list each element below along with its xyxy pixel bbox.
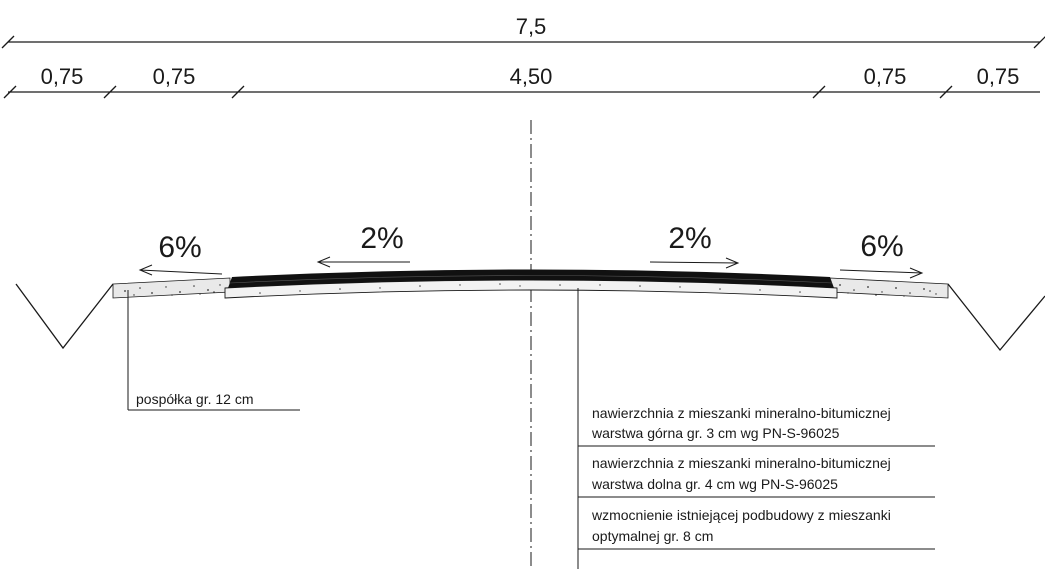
slope-arrow-line [649,261,739,264]
dimension-tick [1033,36,1045,49]
segment-label-carriageway: 4,50 [510,64,553,89]
top-layer-line-1: nawierzchnia z mieszanki mineralno-bitum… [592,405,891,421]
right-lane-slope: 2% [649,222,740,269]
dimension-tick [103,85,117,99]
total-width-label: 7,5 [516,14,547,39]
asphalt-layer-separator [229,275,833,284]
segment-label-left-shoulder: 0,75 [153,64,196,89]
arrowhead-icon [725,257,740,269]
arrowhead-icon [138,264,153,276]
dimension-tick [3,85,17,99]
base-reinforcement-line-2: optymalnej gr. 8 cm [592,528,713,544]
left-ditch [15,283,114,350]
left-shoulder-slope-label: 6% [158,231,201,264]
pavement-layers-callout: nawierzchnia z mieszanki mineralno-bitum… [577,288,935,569]
dimension-tick [1,35,15,49]
dimension-tick [812,85,826,99]
bottom-layer-line-1: nawierzchnia z mieszanki mineralno-bitum… [592,455,891,471]
left-lane-slope-label: 2% [360,222,403,255]
shoulder-material-label: pospółka gr. 12 cm [136,391,254,407]
segment-label-left-ditch: 0,75 [41,64,84,89]
segment-label-right-shoulder: 0,75 [864,64,907,89]
left-shoulder-slope: 6% [138,231,223,276]
top-layer-line-2: warstwa górna gr. 3 cm wg PN-S-96025 [591,425,840,441]
gravel-texture [124,284,937,297]
right-shoulder-gravel [829,277,949,299]
segment-label-right-ditch: 0,75 [977,64,1020,89]
base-layer-texture [259,283,801,294]
right-shoulder-slope-label: 6% [860,230,903,263]
arrowhead-icon [909,267,924,279]
dimension-tick [939,85,953,99]
slope-arrow-line [139,269,223,275]
right-ditch [947,283,1045,352]
dimension-tick [231,85,245,99]
base-reinforcement-line-1: wzmocnienie istniejącej podbudowy z mies… [591,507,891,523]
segment-dimensions: 0,75 0,75 4,50 0,75 0,75 [3,64,1040,99]
left-lane-slope: 2% [316,222,410,268]
shoulder-material-callout: pospółka gr. 12 cm [127,290,300,411]
right-shoulder-slope: 6% [839,230,924,279]
total-width-dimension: 7,5 [1,14,1045,49]
slope-arrow-line [839,269,923,274]
arrowhead-icon [316,256,331,268]
right-lane-slope-label: 2% [668,222,711,255]
asphalt-layers [228,269,834,288]
bottom-layer-line-2: warstwa dolna gr. 4 cm wg PN-S-96025 [591,476,838,492]
